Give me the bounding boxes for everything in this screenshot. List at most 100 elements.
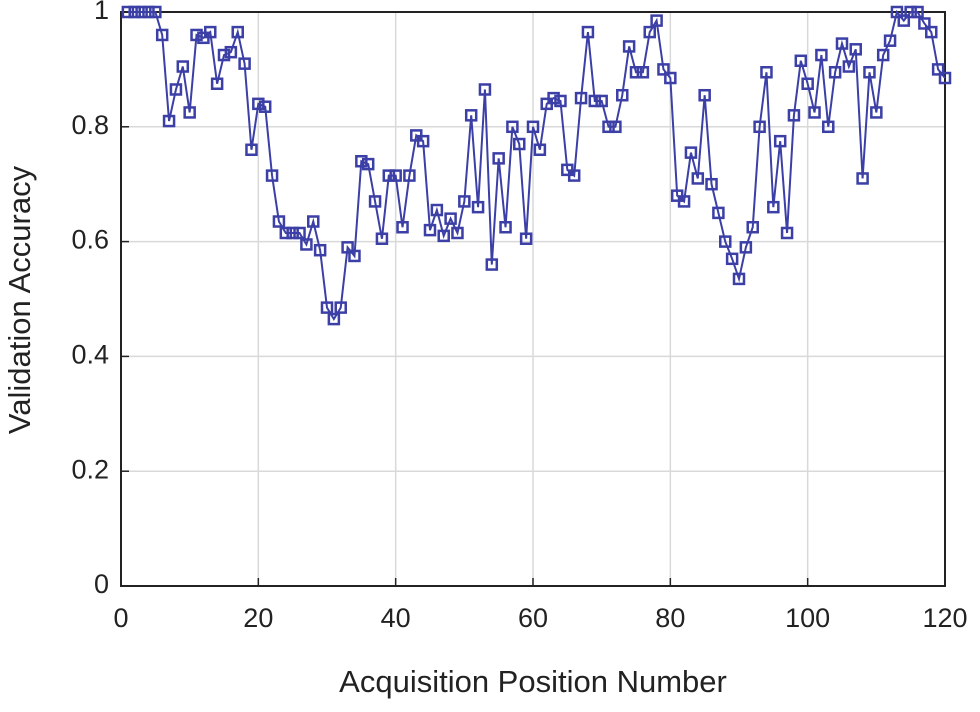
x-axis-label: Acquisition Position Number <box>339 664 727 699</box>
data-point <box>307 215 320 228</box>
data-point <box>732 272 746 286</box>
y-tick-label: 0 <box>94 569 109 599</box>
data-point <box>842 60 856 73</box>
data-point <box>739 241 753 254</box>
x-tick-label: 120 <box>922 603 967 633</box>
data-point <box>677 195 691 208</box>
data-point <box>217 48 231 62</box>
data-point <box>567 169 581 182</box>
data-point <box>712 206 725 220</box>
data-point <box>286 226 299 240</box>
data-point <box>588 94 602 108</box>
data-point <box>650 14 663 27</box>
data-point <box>492 152 505 165</box>
x-tick-label: 60 <box>518 603 548 633</box>
data-point <box>787 109 801 122</box>
data-point <box>849 43 862 56</box>
data-point <box>581 25 595 39</box>
data-point <box>416 134 430 148</box>
data-point <box>808 106 821 119</box>
plot-frame <box>120 11 946 587</box>
data-point <box>595 94 608 108</box>
data-point <box>801 77 814 90</box>
data-point <box>513 137 526 151</box>
data-point <box>753 120 766 134</box>
data-point <box>636 66 650 79</box>
data-point <box>828 66 842 79</box>
data-point <box>499 221 512 234</box>
data-point <box>258 100 272 113</box>
data-point <box>657 63 670 76</box>
data-point <box>135 5 148 19</box>
data-point <box>162 114 176 128</box>
data-point <box>725 252 739 266</box>
data-point <box>616 88 629 102</box>
data-point <box>464 109 478 122</box>
data-point <box>396 221 409 234</box>
data-point <box>609 120 622 134</box>
data-point <box>815 48 828 62</box>
data-point <box>533 143 547 157</box>
y-tick-label: 1 <box>94 0 109 25</box>
data-point <box>835 37 849 50</box>
data-point <box>526 120 540 134</box>
x-tick-label: 40 <box>381 603 411 633</box>
data-point <box>128 5 141 19</box>
data-point <box>320 301 334 314</box>
y-tick-label: 0.8 <box>71 110 109 140</box>
data-point <box>684 146 698 159</box>
data-point <box>719 235 732 248</box>
data-point <box>760 66 773 79</box>
data-point <box>169 83 183 96</box>
data-point <box>300 238 313 251</box>
data-point <box>863 66 876 79</box>
data-point <box>334 301 347 314</box>
y-axis-label: Validation Accuracy <box>2 165 37 434</box>
data-point <box>904 5 917 19</box>
data-point <box>155 28 169 42</box>
data-point <box>238 57 251 70</box>
data-point <box>876 48 890 62</box>
data-point <box>341 241 354 254</box>
data-point <box>403 169 416 182</box>
data-point <box>705 177 718 191</box>
data-point <box>746 221 759 234</box>
data-point <box>368 195 382 208</box>
data-point <box>245 143 258 157</box>
x-tick-label: 100 <box>785 603 830 633</box>
data-point <box>224 45 238 59</box>
data-point <box>121 5 135 19</box>
x-tick-label: 0 <box>113 603 128 633</box>
data-point <box>780 226 794 240</box>
data-point <box>519 232 533 245</box>
data-point <box>767 200 780 214</box>
data-point <box>870 106 883 119</box>
data-point <box>183 106 196 119</box>
data-point <box>190 28 203 42</box>
data-point <box>149 5 162 19</box>
data-point <box>925 25 938 39</box>
data-point <box>265 169 279 182</box>
data-point <box>293 226 306 240</box>
data-point <box>574 91 588 105</box>
data-point <box>313 243 327 257</box>
y-tick-label: 0.2 <box>71 454 109 484</box>
data-point <box>204 25 217 39</box>
data-point <box>478 83 492 96</box>
data-point <box>622 40 636 53</box>
data-point <box>176 60 190 73</box>
data-point <box>389 169 402 182</box>
x-tick-label: 80 <box>655 603 685 633</box>
data-point <box>856 172 869 185</box>
data-point <box>897 14 911 27</box>
data-point <box>602 120 615 134</box>
data-point <box>911 5 924 19</box>
data-point <box>547 91 560 105</box>
data-point <box>691 172 705 185</box>
data-point <box>458 195 471 208</box>
data-point <box>375 232 389 245</box>
y-tick-label: 0.6 <box>71 225 109 255</box>
data-point <box>554 94 567 108</box>
data-point <box>430 203 444 217</box>
